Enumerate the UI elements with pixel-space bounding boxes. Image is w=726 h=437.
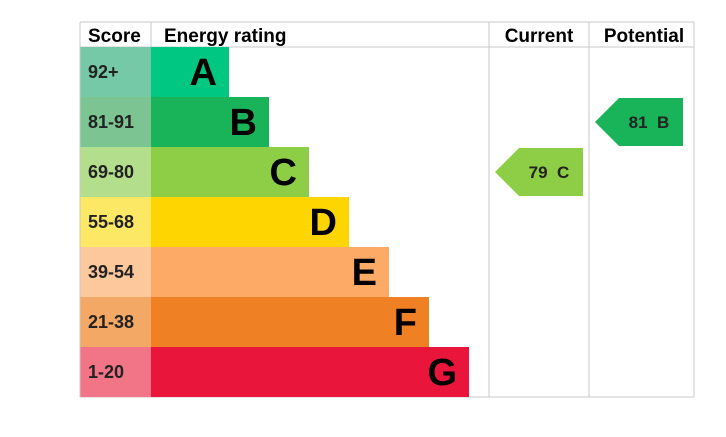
potential-rating-arrow-shape bbox=[595, 98, 683, 146]
band-letter-b: B bbox=[230, 102, 257, 144]
current-rating-arrow-label: 79 C bbox=[529, 163, 570, 182]
score-range-a: 92+ bbox=[88, 62, 119, 82]
band-letter-g: G bbox=[427, 352, 457, 394]
band-bar-g bbox=[151, 347, 469, 397]
score-cell-a bbox=[80, 47, 151, 97]
band-bar-b bbox=[151, 97, 269, 147]
band-bar-d bbox=[151, 197, 349, 247]
band-bar-f bbox=[151, 297, 429, 347]
score-cell-e bbox=[80, 247, 151, 297]
band-bar-e bbox=[151, 247, 389, 297]
score-range-b: 81-91 bbox=[88, 112, 134, 132]
band-letter-d: D bbox=[310, 202, 337, 244]
score-range-c: 69-80 bbox=[88, 162, 134, 182]
potential-rating-arrow: 81 B bbox=[595, 98, 683, 146]
score-range-d: 55-68 bbox=[88, 212, 134, 232]
score-range-f: 21-38 bbox=[88, 312, 134, 332]
rating-arrows: 79 C 81 B bbox=[495, 98, 683, 196]
score-cell-d bbox=[80, 197, 151, 247]
energy-rating-header: Energy rating bbox=[164, 26, 286, 47]
score-header: Score bbox=[88, 26, 141, 47]
current-header: Current bbox=[505, 26, 574, 47]
current-rating-arrow: 79 C bbox=[495, 148, 583, 196]
band-letter-c: C bbox=[270, 152, 297, 194]
band-bar-c bbox=[151, 147, 309, 197]
score-cell-b bbox=[80, 97, 151, 147]
potential-rating-arrow-label: 81 B bbox=[629, 113, 670, 132]
header-row: Score Energy rating Current Potential bbox=[88, 26, 684, 47]
band-bar-a bbox=[151, 47, 229, 97]
rating-bands: 92+ A 81-91 B 69-80 C 55-68 D 39-54 E 21-38 F 1-20 G bbox=[80, 47, 469, 397]
band-letter-e: E bbox=[352, 252, 377, 294]
band-letter-a: A bbox=[190, 52, 217, 94]
score-range-g: 1-20 bbox=[88, 362, 124, 382]
current-rating-arrow-shape bbox=[495, 148, 583, 196]
score-range-e: 39-54 bbox=[88, 262, 134, 282]
score-cell-g bbox=[80, 347, 151, 397]
band-letter-f: F bbox=[394, 302, 417, 344]
score-cell-c bbox=[80, 147, 151, 197]
score-cell-f bbox=[80, 297, 151, 347]
potential-header: Potential bbox=[604, 26, 684, 47]
